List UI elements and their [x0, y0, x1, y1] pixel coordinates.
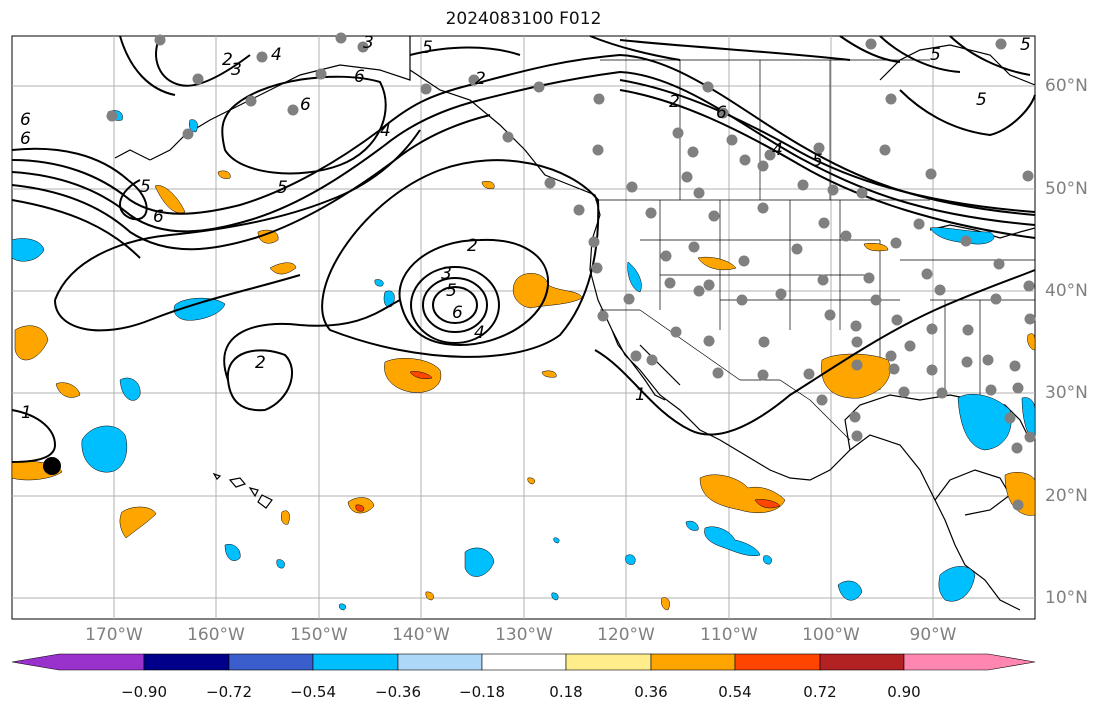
colorbar-tick-label: −0.18 [459, 683, 505, 701]
contour-label: 4 [380, 121, 391, 141]
contour-label: 5 [140, 177, 151, 197]
contour-label: 5 [930, 45, 941, 65]
contour-label: 6 [716, 103, 727, 123]
contour-label: 2 [255, 353, 266, 373]
contour-label: 2 [669, 92, 680, 112]
contour-label: 5 [812, 151, 823, 171]
coastlines [114, 36, 1036, 611]
colorbar-tick-label: 0.36 [634, 683, 668, 701]
map-title: 2024083100 F012 [445, 9, 602, 29]
colorbar-segment [903, 653, 1036, 671]
contour-label: 5 [976, 90, 987, 110]
contour-label: 5 [1020, 35, 1031, 55]
lon-label: 130°W [495, 625, 553, 645]
contour-label: 6 [153, 207, 164, 227]
colorbar [11, 653, 1036, 671]
lon-label: 170°W [85, 625, 143, 645]
contour-label: 6 [20, 129, 31, 149]
contour-label: 5 [422, 38, 433, 58]
lon-label: 160°W [187, 625, 245, 645]
contour-label: 6 [300, 95, 311, 115]
contour-label: 2 [467, 236, 478, 256]
colorbar-tick-label: −0.36 [375, 683, 421, 701]
lat-label: 30°N [1045, 383, 1088, 403]
colorbar-segment [228, 653, 314, 671]
station-dots [106, 32, 1036, 511]
colorbar-segment [734, 653, 821, 671]
colorbar-tick-label: 0.90 [887, 683, 921, 701]
lat-label: 50°N [1045, 179, 1088, 199]
contour-label: 6 [20, 110, 31, 130]
lat-label: 10°N [1045, 588, 1088, 608]
lat-label: 40°N [1045, 281, 1088, 301]
contour-label-group: 2 3 4 5 6 5 6 2 3 4 5 6 5 2 3 2 4 5 6 2 … [20, 33, 1031, 423]
colorbar-tick-label: 0.54 [718, 683, 752, 701]
contour-label: 5 [277, 178, 288, 198]
contour-label: 6 [354, 67, 365, 87]
colorbar-segment [481, 653, 567, 671]
lon-label: 140°W [392, 625, 450, 645]
colorbar-tick-label: 0.18 [549, 683, 583, 701]
contour-label: 5 [446, 281, 457, 301]
lon-label: 100°W [802, 625, 860, 645]
lat-label: 20°N [1045, 486, 1088, 506]
colorbar-segment [397, 653, 483, 671]
contour-label: 3 [441, 264, 452, 284]
colorbar-segment [819, 653, 905, 671]
contour-lines [11, 35, 1036, 463]
lon-label: 110°W [700, 625, 758, 645]
storm-center-marker [43, 457, 61, 475]
negative-anomaly-patches [11, 110, 1036, 611]
contour-label: 3 [363, 33, 374, 53]
contour-label: 4 [474, 323, 485, 343]
colorbar-segment [565, 653, 652, 671]
contour-label: 1 [635, 385, 646, 405]
contour-label: 1 [21, 403, 32, 423]
lon-label: 120°W [597, 625, 655, 645]
colorbar-segment [312, 653, 399, 671]
lat-label: 60°N [1045, 76, 1088, 96]
contour-label: 2 [222, 50, 233, 70]
contour-label: 3 [231, 60, 242, 80]
lon-label: 150°W [290, 625, 348, 645]
contour-label: 6 [452, 303, 463, 323]
contour-label: 4 [772, 140, 783, 160]
contour-label: 2 [475, 69, 486, 89]
lon-label: 90°W [909, 625, 957, 645]
colorbar-tick-label: 0.72 [803, 683, 837, 701]
borders [409, 36, 1035, 441]
colorbar-tick-label: −0.54 [290, 683, 336, 701]
contour-label: 4 [271, 45, 282, 65]
colorbar-segment [143, 653, 230, 671]
colorbar-segment [11, 653, 145, 671]
colorbar-segment [650, 653, 736, 671]
colorbar-tick-label: −0.90 [121, 683, 167, 701]
colorbar-tick-label: −0.72 [206, 683, 252, 701]
